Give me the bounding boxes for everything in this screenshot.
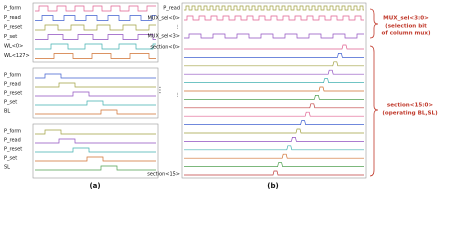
waveform [184, 153, 364, 159]
dots: ⋮ [156, 86, 164, 95]
bracket [369, 45, 379, 177]
waveform [184, 162, 364, 167]
signal-label: P_set [4, 100, 17, 106]
waveform [184, 86, 364, 92]
signal-label: P_form [4, 73, 21, 79]
figure: ⋮ (a) (b) MUX_sel<3:0> (selection bit of… [4, 2, 438, 190]
waveform [35, 91, 156, 97]
signal-label: P_read [4, 15, 21, 21]
caption-a: (a) [89, 182, 100, 190]
waveform [35, 82, 156, 88]
waveform [184, 170, 364, 176]
signal-label: ⋮ [175, 25, 180, 31]
waveform [35, 5, 156, 12]
waveform [184, 44, 364, 50]
waveform [35, 147, 156, 153]
waveform [184, 145, 364, 151]
signal-label: WL<127> [4, 53, 30, 59]
signal-label: ⋮ [175, 93, 180, 99]
signal-label: P_read [4, 138, 21, 144]
waveform [184, 120, 364, 125]
caption-b: (b) [267, 182, 278, 190]
signal-label: BL [4, 109, 10, 115]
waveform [184, 53, 364, 58]
annotation-line: of column mux) [381, 31, 430, 37]
waveform [184, 61, 364, 67]
waveform [184, 5, 364, 11]
signal-label: P_reset [4, 91, 22, 97]
waveform [184, 111, 364, 117]
signal-label: MUX_sel<0> [147, 16, 180, 22]
waveform [184, 95, 364, 100]
waveform [35, 24, 156, 31]
waveform [184, 15, 364, 21]
waveform [35, 100, 156, 106]
panel-a-box-sl [32, 123, 159, 179]
waveform [184, 128, 364, 134]
waveform [184, 69, 364, 75]
annotation-title: section<15:0> [387, 103, 433, 109]
signal-label: P_set [4, 34, 17, 40]
annotation-title: MUX_sel<3:0> [383, 16, 429, 22]
waveform [35, 15, 156, 21]
waveform [35, 34, 156, 40]
bracket [369, 8, 379, 39]
signal-label: P_set [4, 156, 17, 162]
waveform [35, 165, 156, 171]
signal-label: WL<0> [4, 44, 23, 50]
signal-label: section<15> [147, 172, 180, 178]
signal-label: P_read [4, 82, 21, 88]
waveform [35, 109, 156, 115]
annotation-line: (operating BL,SL) [382, 111, 438, 117]
signal-label: P_read [163, 6, 180, 12]
panel-a-box-wl [32, 2, 159, 63]
panel-b-box [181, 2, 367, 179]
waveform [35, 43, 156, 50]
signal-label: section<0> [150, 45, 180, 51]
panel-a-box-bl [32, 67, 159, 119]
waveform [35, 129, 156, 135]
signal-label: P_form [4, 6, 21, 12]
signal-label: P_reset [4, 25, 22, 31]
signal-label: P_reset [4, 147, 22, 153]
signal-label: SL [4, 165, 10, 171]
waveform [35, 138, 156, 144]
waveform [35, 53, 156, 59]
waveform [35, 73, 156, 79]
signal-label: MUX_sel<3> [147, 34, 180, 40]
waveform [35, 156, 156, 162]
annotation-line: (selection bit [385, 24, 427, 30]
signal-label: P_form [4, 129, 21, 135]
waveform [184, 78, 364, 83]
waveform [184, 103, 364, 109]
waveform [184, 137, 364, 142]
waveform [184, 33, 364, 39]
